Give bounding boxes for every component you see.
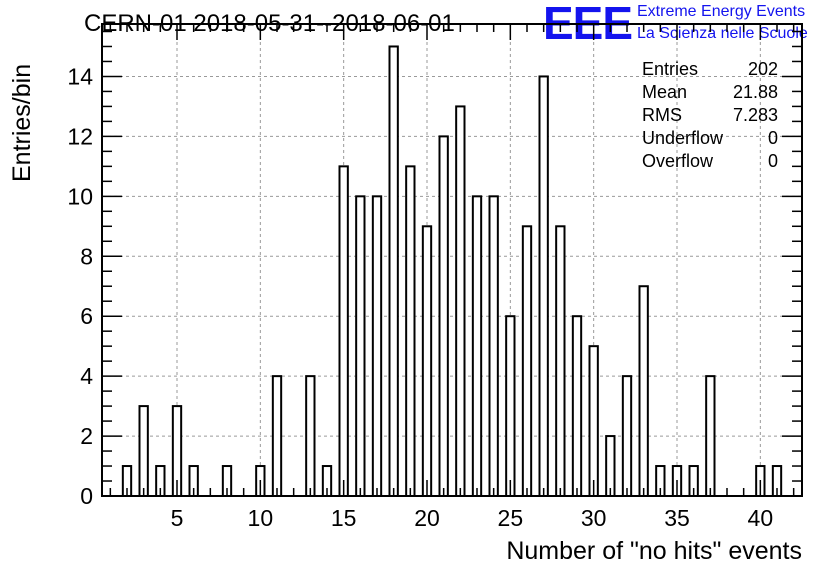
histogram-bar — [421, 225, 433, 498]
stats-row: Mean 21.88 — [642, 81, 778, 104]
stats-label: Mean — [642, 82, 688, 102]
histogram-bar — [355, 195, 366, 497]
histogram-bar — [438, 135, 449, 497]
x-tick-label: 5 — [171, 505, 184, 531]
y-tick-label: 12 — [67, 123, 93, 149]
histogram-bar — [638, 285, 649, 497]
y-axis-label: Entries/bin — [8, 63, 36, 182]
stats-label: Underflow — [642, 128, 724, 148]
histogram-bar — [138, 405, 149, 498]
stats-label: Entries — [642, 59, 699, 79]
histogram-bar — [621, 375, 633, 497]
y-tick-label: 6 — [80, 303, 93, 329]
y-tick-label: 8 — [80, 243, 93, 269]
stats-value: 21.88 — [732, 82, 778, 102]
histogram-bar — [305, 375, 316, 497]
histogram-bar — [555, 225, 566, 498]
stats-value: 0 — [767, 151, 778, 171]
stats-value: 202 — [747, 59, 778, 79]
histogram-bar — [338, 165, 349, 497]
x-tick-label: 10 — [248, 505, 274, 531]
histogram-bar — [471, 195, 483, 497]
histogram-bar — [371, 195, 383, 497]
stats-value: 0 — [767, 128, 778, 148]
histogram-bar — [588, 345, 599, 497]
histogram-bar — [538, 75, 549, 497]
y-tick-label: 2 — [80, 423, 93, 449]
stats-row: RMS 7.283 — [642, 104, 778, 127]
stats-label: RMS — [642, 105, 682, 125]
histogram-bar — [605, 435, 616, 498]
y-tick-label: 4 — [80, 363, 93, 389]
plot-frame — [101, 23, 803, 497]
histogram-bar — [405, 165, 416, 497]
x-tick-label: 25 — [498, 505, 524, 531]
y-tick-label: 10 — [67, 183, 93, 209]
x-tick-label: 30 — [581, 505, 607, 531]
stats-value: 7.283 — [732, 105, 778, 125]
histogram-bar — [388, 45, 399, 497]
histogram-bar — [505, 315, 516, 498]
histogram-bar — [571, 315, 583, 498]
x-tick-label: 35 — [664, 505, 690, 531]
x-tick-label: 15 — [331, 505, 357, 531]
histogram-bar — [705, 375, 716, 497]
x-tick-label: 20 — [414, 505, 440, 531]
eee-logo-line1: Extreme Energy Events — [637, 3, 806, 20]
x-tick-label: 40 — [748, 505, 774, 531]
stats-row: Overflow 0 — [642, 150, 778, 173]
stats-row: Entries 202 — [642, 58, 778, 81]
stats-row: Underflow 0 — [642, 127, 778, 150]
stats-box: Entries 202 Mean 21.88 RMS 7.283 Underflow 0 Ove… — [642, 58, 778, 173]
y-tick-label: 0 — [80, 483, 93, 509]
x-axis-label: Number of "no hits" events — [506, 537, 802, 565]
histogram-bar — [488, 195, 499, 497]
eee-logo-line2: La Scienza nelle Scuole — [637, 25, 808, 42]
histogram-bar — [521, 225, 533, 498]
y-tick-label: 14 — [67, 63, 93, 89]
stats-label: Overflow — [642, 151, 714, 171]
histogram-bar — [455, 105, 466, 498]
histogram-bar — [271, 375, 283, 497]
